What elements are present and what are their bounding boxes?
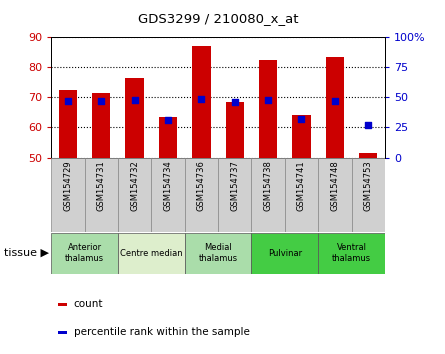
Bar [318, 233, 385, 274]
Text: GSM154729: GSM154729 [63, 160, 73, 211]
Bar [359, 153, 377, 158]
Point [98, 98, 105, 104]
Bar [259, 60, 277, 158]
Text: GSM154736: GSM154736 [197, 160, 206, 211]
Bar [118, 233, 185, 274]
Point [165, 118, 172, 123]
Bar [118, 158, 151, 232]
Point [231, 99, 239, 105]
Bar [292, 115, 311, 158]
Text: tissue ▶: tissue ▶ [4, 248, 49, 258]
Bar [51, 158, 85, 232]
Bar [92, 93, 110, 158]
Point [298, 116, 305, 122]
Point [332, 98, 339, 104]
Text: Pulvinar: Pulvinar [268, 249, 302, 258]
Bar [192, 46, 210, 158]
Bar [185, 158, 218, 232]
Text: GSM154734: GSM154734 [163, 160, 173, 211]
Text: GSM154737: GSM154737 [230, 160, 239, 211]
Text: Centre median: Centre median [120, 249, 182, 258]
Text: percentile rank within the sample: percentile rank within the sample [73, 327, 249, 337]
Text: count: count [73, 299, 103, 309]
Bar [59, 90, 77, 158]
Point [265, 97, 272, 103]
Bar [85, 158, 118, 232]
Bar [58, 303, 67, 306]
Bar [125, 78, 144, 158]
Bar [58, 331, 67, 334]
Bar [352, 158, 385, 232]
Text: Medial
thalamus: Medial thalamus [198, 244, 238, 263]
Point [131, 97, 138, 103]
Text: Anterior
thalamus: Anterior thalamus [65, 244, 104, 263]
Text: GSM154731: GSM154731 [97, 160, 106, 211]
Text: GSM154738: GSM154738 [263, 160, 273, 211]
Bar [251, 233, 318, 274]
Text: Ventral
thalamus: Ventral thalamus [332, 244, 371, 263]
Point [65, 98, 72, 104]
Text: GSM154748: GSM154748 [330, 160, 340, 211]
Bar [218, 158, 251, 232]
Bar [326, 57, 344, 158]
Point [198, 96, 205, 101]
Bar [51, 233, 118, 274]
Bar [251, 158, 285, 232]
Text: GSM154753: GSM154753 [364, 160, 373, 211]
Bar [151, 158, 185, 232]
Bar [318, 158, 352, 232]
Text: GDS3299 / 210080_x_at: GDS3299 / 210080_x_at [138, 12, 298, 25]
Bar [226, 102, 244, 158]
Point [365, 122, 372, 128]
Text: GSM154732: GSM154732 [130, 160, 139, 211]
Bar [159, 117, 177, 158]
Bar [185, 233, 251, 274]
Text: GSM154741: GSM154741 [297, 160, 306, 211]
Bar [285, 158, 318, 232]
